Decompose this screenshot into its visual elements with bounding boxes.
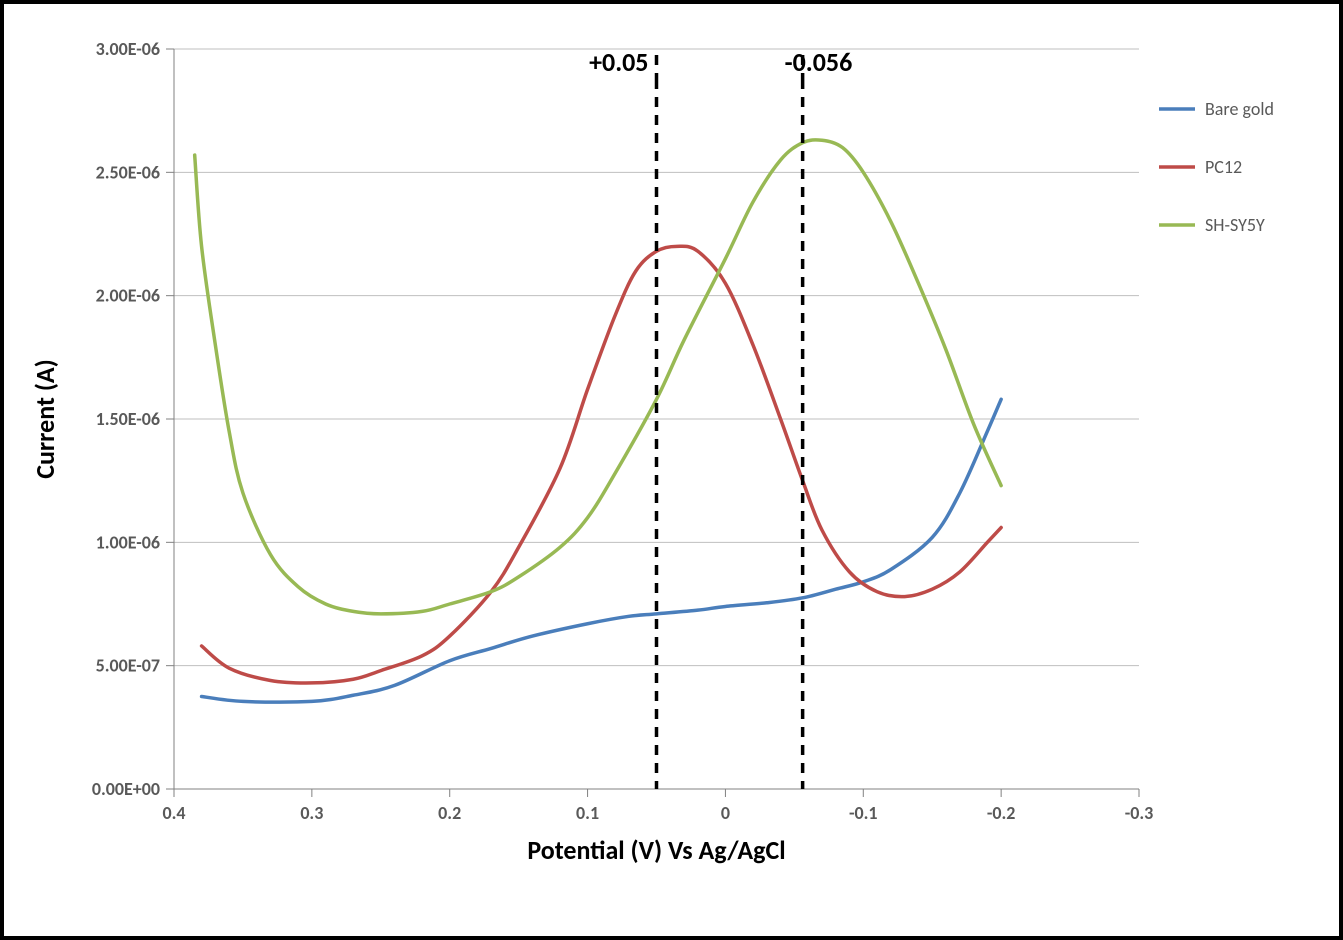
y-tick-label: 3.00E-06	[96, 38, 160, 60]
y-tick-label: 5.00E-07	[96, 655, 160, 677]
y-tick-label: 2.50E-06	[96, 161, 160, 183]
y-axis-title: Current (A)	[29, 359, 61, 479]
y-tick-label: 0.00E+00	[92, 778, 160, 800]
x-tick-label: -0.3	[1125, 802, 1154, 824]
chart-frame: 0.4 0.3 0.2 0.1 0 -0.1 -0.2 -0.3 0.00E+00 5.00E-0…	[0, 0, 1343, 940]
legend-label: PC12	[1205, 156, 1242, 178]
x-tick-label: -0.2	[987, 802, 1016, 824]
legend-label: SH-SY5Y	[1205, 214, 1265, 236]
x-tick-label: 0	[721, 802, 730, 824]
legend-label: Bare gold	[1205, 98, 1274, 120]
y-tick-label: 2.00E-06	[96, 285, 160, 307]
y-tick-label: 1.50E-06	[96, 408, 160, 430]
x-tick-label: -0.1	[849, 802, 878, 824]
y-tick-label: 1.00E-06	[96, 531, 160, 553]
x-tick-label: 0.1	[576, 802, 599, 824]
annotation-label: -0.056	[785, 46, 853, 78]
voltammetry-chart: 0.4 0.3 0.2 0.1 0 -0.1 -0.2 -0.3 0.00E+00 5.00E-0…	[4, 4, 1339, 936]
x-axis-title: Potential (V) Vs Ag/AgCl	[527, 834, 785, 866]
x-tick-label: 0.3	[300, 802, 323, 824]
x-tick-label: 0.4	[162, 802, 185, 824]
annotation-label: +0.05	[589, 46, 648, 78]
x-tick-label: 0.2	[438, 802, 461, 824]
